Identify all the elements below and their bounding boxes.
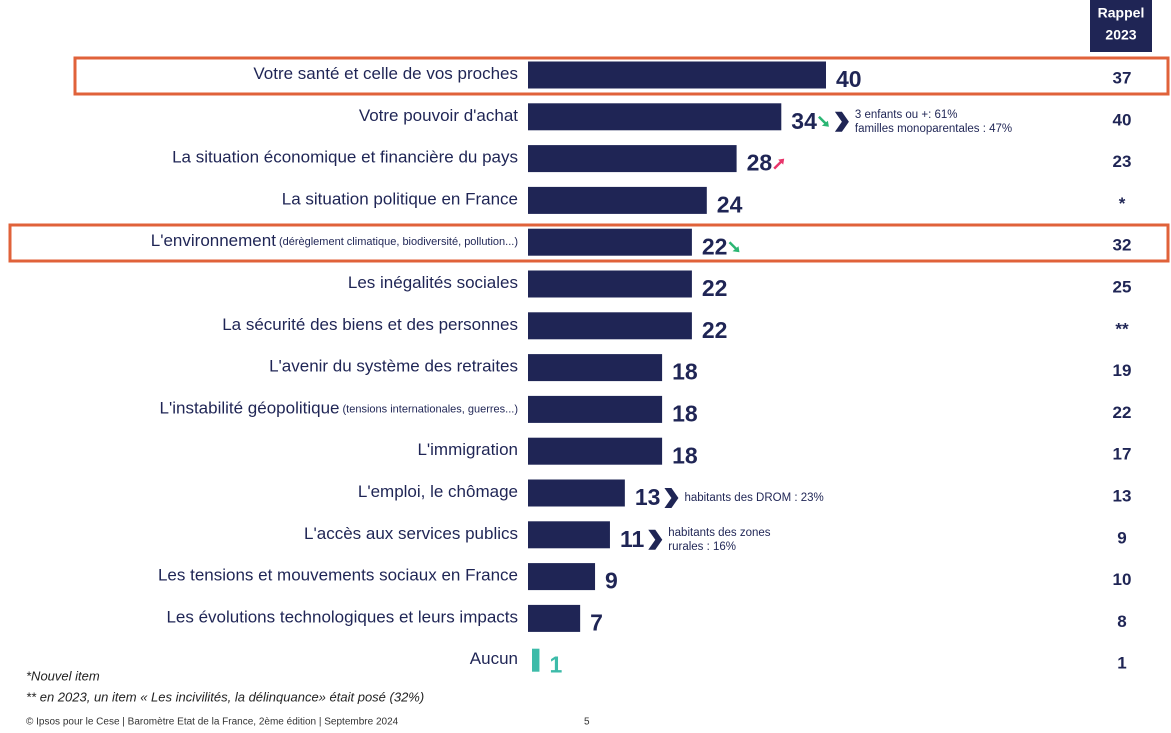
category-label: Votre pouvoir d'achat [359,106,518,125]
source: © Ipsos pour le Cese | Baromètre Etat de… [26,717,399,728]
category-label: L'accès aux services publics [304,524,518,543]
bar [528,145,737,173]
chevron [648,529,663,550]
callout-text: familles monoparentales : 47% [855,123,1012,135]
value-label: 11 [620,526,645,552]
rappel-value: * [1119,194,1126,213]
page-number: 5 [584,717,590,728]
category-name: L'environnement [151,232,276,251]
rappel-value: 13 [1113,486,1132,505]
callout-text: habitants des DROM : 23% [684,492,823,504]
value-label: 28 [747,150,773,176]
value-label: 22 [702,233,728,259]
category-name: Les inégalités sociales [348,273,518,292]
value-label: 22 [702,275,728,301]
category-detail: (dérèglement climatique, biodiversité, p… [279,236,518,248]
category-name: Votre pouvoir d'achat [359,106,518,125]
callout-text: 3 enfants ou +: 61% [855,109,958,121]
bar [528,521,610,549]
value-label: 18 [672,359,698,385]
footnote: *Nouvel item [26,668,100,683]
value-label: 9 [605,568,618,594]
category-label: Les évolutions technologiques et leurs i… [166,608,518,627]
category-name: L'instabilité géopolitique [160,399,340,418]
category-name: L'avenir du système des retraites [269,357,518,376]
category-label: La sécurité des biens et des personnes [222,315,518,334]
value-label: 24 [717,191,743,217]
trend-arrow-head [778,158,785,165]
rappel-value: 17 [1113,445,1132,464]
value-label: 34 [791,108,817,134]
bar [528,61,826,89]
rappel-value: 22 [1113,403,1132,422]
category-name: La sécurité des biens et des personnes [222,315,518,334]
category-label: Les tensions et mouvements sociaux en Fr… [158,566,518,585]
rappel-header: Rappel [1098,5,1145,21]
bar [528,228,692,256]
category-label: Votre santé et celle de vos proches [253,64,518,83]
category-name: Votre santé et celle de vos proches [253,64,518,83]
category-label: L'immigration [417,441,518,460]
bar [528,354,663,382]
rappel-header: 2023 [1105,27,1136,43]
rappel-value: 40 [1113,110,1132,129]
value-label: 22 [702,317,728,343]
category-label: La situation politique en France [282,190,518,209]
trend-arrow-head [732,246,740,253]
category-label: Les inégalités sociales [348,273,518,292]
category-label: La situation économique et financière du… [172,148,518,167]
rappel-value: 10 [1113,570,1132,589]
rappel-value: 8 [1117,612,1126,631]
rappel-value: 19 [1113,361,1132,380]
rappel-value: 32 [1113,236,1132,255]
bar [528,437,663,465]
value-label: 7 [590,609,603,635]
bar [532,648,540,672]
trend-arrow-head [821,120,829,127]
rappel-value: 37 [1113,68,1132,87]
category-label: L'instabilité géopolitique (tensions inte… [160,399,518,418]
highlight-box [8,223,1170,263]
bar [528,312,692,340]
footnote: ** en 2023, un item « Les incivilités, l… [26,689,424,704]
category-name: L'emploi, le chômage [358,482,518,501]
category-name: L'immigration [417,441,518,460]
value-label: 40 [836,66,862,92]
callout-text: habitants des zones [668,527,771,539]
highlight-box [73,56,1170,96]
rappel-value: 9 [1117,528,1126,547]
value-label: 18 [672,400,698,426]
rappel-header-box [1090,0,1152,52]
bar [528,186,707,214]
chevron [834,111,849,132]
rappel-value: 23 [1113,152,1132,171]
category-name: La situation économique et financière du… [172,148,518,167]
rappel-value: 25 [1113,277,1132,296]
bar [528,103,782,131]
chevron [664,488,679,508]
category-name: Les évolutions technologiques et leurs i… [166,608,518,627]
category-name: La situation politique en France [282,190,518,209]
category-name: L'accès aux services publics [304,524,518,543]
bar [528,604,581,632]
rappel-value: 1 [1117,654,1126,673]
callout-text: rurales : 16% [668,541,736,553]
value-label: 1 [549,651,562,677]
bar [528,395,663,423]
category-detail: (tensions internationales, guerres...) [343,403,518,415]
bar [528,563,596,591]
category-label: L'environnement (dérèglement climatique, … [151,232,518,251]
category-name: Les tensions et mouvements sociaux en Fr… [158,566,518,585]
bar [528,270,692,298]
category-label: Aucun [470,650,518,669]
category-label: L'avenir du système des retraites [269,357,518,376]
bar [528,479,625,507]
category-name: Aucun [470,650,518,669]
rappel-value: ** [1115,319,1129,338]
value-label: 18 [672,442,698,468]
category-label: L'emploi, le chômage [358,482,518,501]
value-label: 13 [635,484,661,510]
